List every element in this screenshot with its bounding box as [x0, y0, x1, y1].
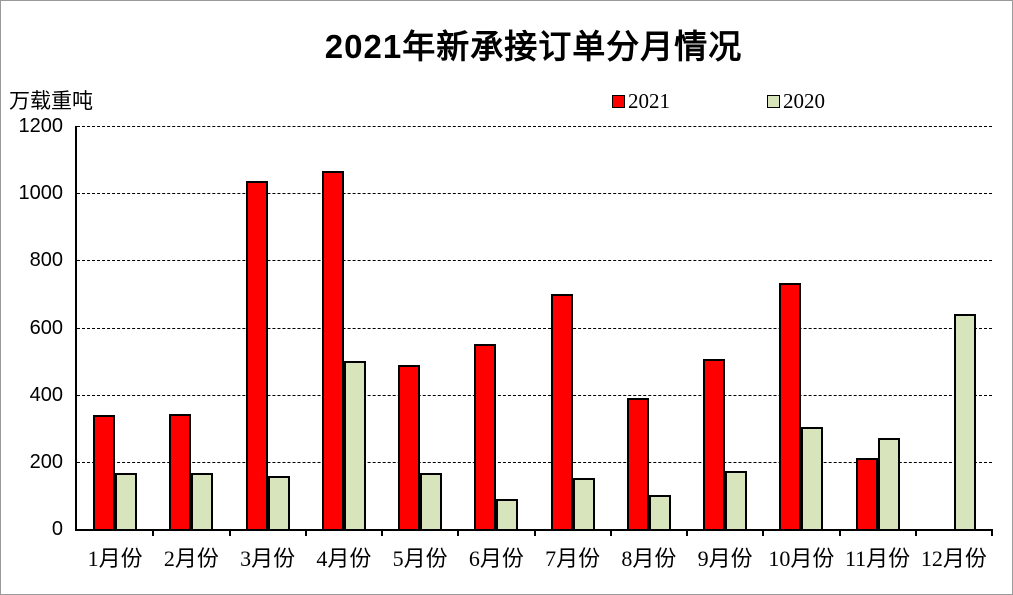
- x-tick-label-3月份: 3月份: [240, 546, 296, 571]
- y-axis-unit-label: 万载重吨: [9, 90, 93, 113]
- x-axis-tick-8: [686, 529, 688, 536]
- y-tick-label-800: 800: [29, 249, 63, 272]
- bar-2021-8月份: [626, 398, 649, 529]
- bar-2020-9月份: [725, 471, 748, 529]
- x-axis-tick-9: [762, 529, 765, 536]
- bar-2021-2月份: [169, 414, 192, 529]
- bar-2020-7月份: [572, 478, 595, 529]
- y-tick-label-1000: 1000: [18, 182, 64, 205]
- x-axis-tick-12: [991, 529, 993, 536]
- x-axis-tick-6: [533, 529, 536, 536]
- bar-group-3月份: [230, 181, 306, 529]
- x-tick-label-9月份: 9月份: [697, 546, 753, 571]
- legend-item-2021: 2021: [612, 89, 670, 113]
- bar-2020-3月份: [267, 476, 290, 529]
- x-tick-label-11月份: 11月份: [845, 546, 911, 571]
- bar-2020-11月份: [877, 438, 900, 529]
- bar-group-11月份: [840, 438, 916, 529]
- bar-group-6月份: [458, 344, 534, 529]
- bar-group-8月份: [611, 398, 687, 529]
- bar-2020-1月份: [115, 472, 138, 529]
- chart-title: 2021年新承接订单分月情况: [324, 28, 743, 65]
- bar-2020-5月份: [420, 472, 443, 529]
- bar-group-1月份: [77, 414, 153, 529]
- x-tick-label-5月份: 5月份: [392, 546, 448, 571]
- y-tick-label-200: 200: [29, 450, 63, 473]
- bar-group-4月份: [306, 171, 382, 529]
- bar-2020-10月份: [801, 426, 824, 529]
- gridline-1000: [77, 193, 992, 195]
- bar-2021-10月份: [779, 283, 802, 529]
- x-axis-tick-4: [381, 529, 383, 536]
- x-axis-tick-11: [914, 529, 917, 536]
- bar-2021-9月份: [703, 359, 726, 529]
- bar-2021-6月份: [474, 344, 497, 529]
- x-axis-tick-10: [838, 529, 841, 536]
- plot-area: [75, 126, 992, 531]
- x-tick-label-4月份: 4月份: [316, 546, 372, 571]
- bar-2021-11月份: [855, 457, 878, 529]
- bar-group-12月份: [916, 314, 992, 529]
- bar-group-2月份: [153, 414, 229, 529]
- y-tick-label-0: 0: [51, 518, 63, 540]
- bar-2020-4月份: [343, 361, 366, 529]
- x-axis-tick-3: [304, 529, 307, 536]
- gridline-1200: [77, 126, 992, 127]
- x-tick-label-12月份: 12月份: [920, 546, 987, 571]
- bar-2020-12月份: [953, 314, 976, 529]
- bar-2021-5月份: [398, 365, 421, 529]
- x-axis-tick-1: [152, 529, 155, 536]
- y-tick-label-400: 400: [29, 383, 63, 406]
- x-axis-tick-2: [228, 529, 231, 536]
- legend-label-2021: 2021: [628, 89, 670, 113]
- bar-group-9月份: [687, 359, 763, 529]
- bar-2020-8月份: [648, 495, 671, 529]
- bar-group-10月份: [763, 283, 839, 529]
- x-tick-label-8月份: 8月份: [621, 546, 677, 571]
- x-tick-label-6月份: 6月份: [468, 546, 524, 571]
- y-tick-label-1200: 1200: [18, 115, 64, 137]
- bar-2021-3月份: [245, 181, 268, 529]
- x-axis-tick-5: [457, 529, 460, 536]
- x-tick-label-7月份: 7月份: [545, 546, 601, 571]
- bar-2021-4月份: [321, 171, 344, 529]
- x-tick-label-1月份: 1月份: [87, 546, 143, 571]
- x-tick-label-10月份: 10月份: [768, 546, 835, 571]
- x-axis-tick-7: [609, 529, 612, 536]
- y-tick-label-600: 600: [29, 316, 63, 339]
- bar-2021-1月份: [93, 414, 116, 529]
- bar-2020-2月份: [191, 472, 214, 529]
- legend-swatch-2021: [612, 95, 625, 108]
- legend-label-2020: 2020: [783, 89, 825, 113]
- x-tick-label-2月份: 2月份: [163, 546, 219, 571]
- bar-group-7月份: [535, 293, 611, 529]
- bar-group-5月份: [382, 365, 458, 529]
- gridline-200: [77, 461, 992, 463]
- gridline-800: [77, 260, 992, 262]
- legend-item-2020: 2020: [767, 89, 825, 113]
- gridline-400: [77, 394, 992, 396]
- bar-2021-7月份: [550, 293, 573, 529]
- legend-swatch-2020: [767, 95, 780, 108]
- gridline-600: [77, 327, 992, 329]
- bar-2020-6月份: [496, 498, 519, 529]
